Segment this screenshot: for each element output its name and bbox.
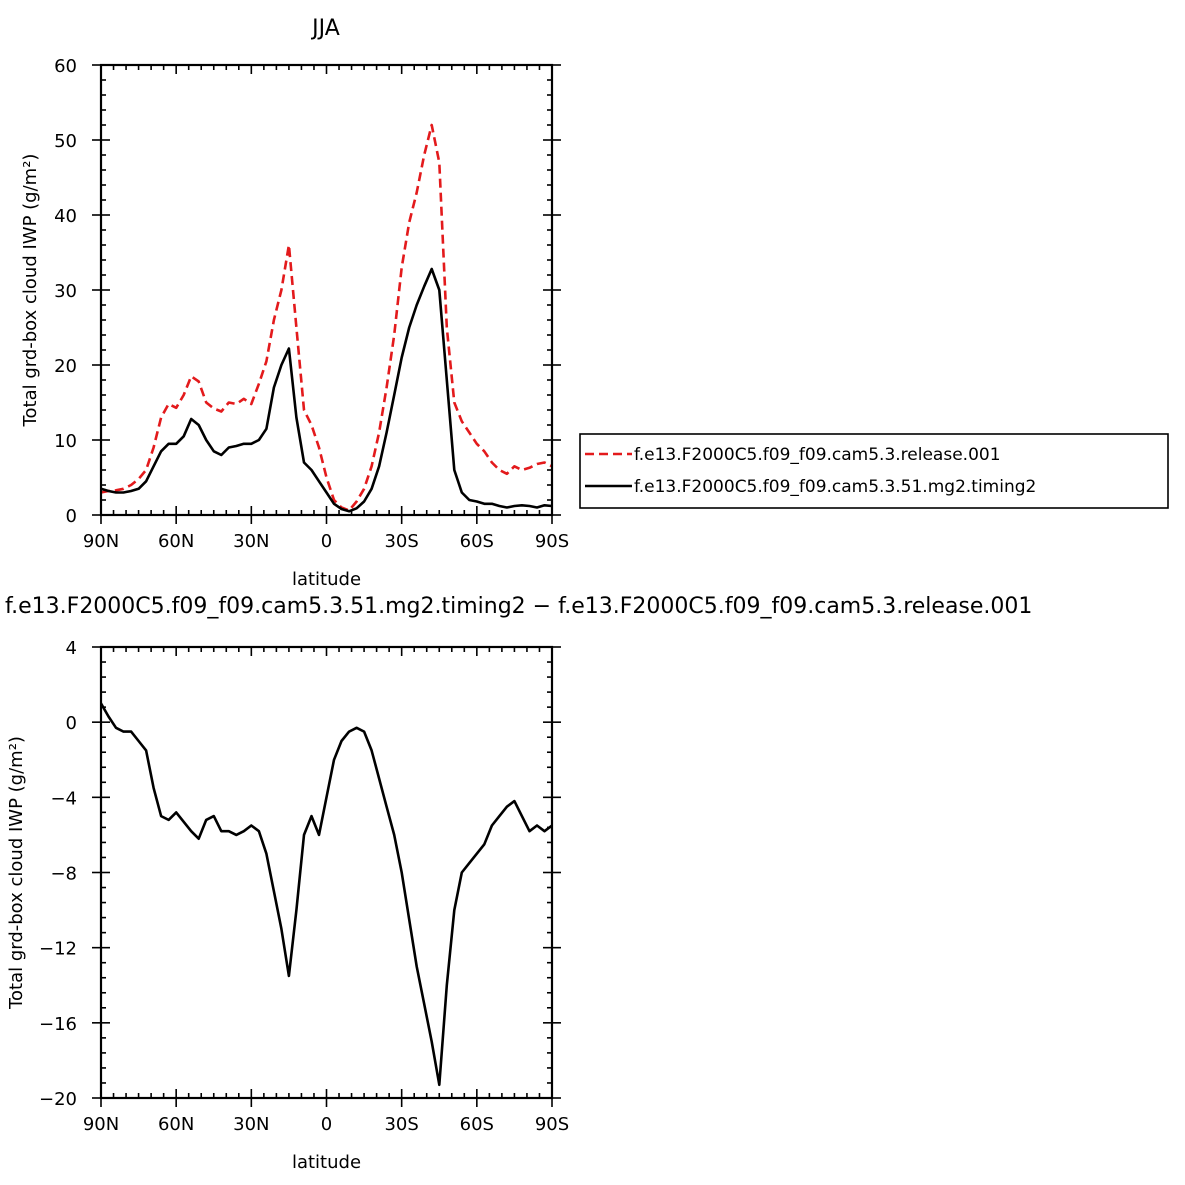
y-tick-label: −8: [50, 864, 77, 885]
x-tick-label: 30S: [384, 1114, 418, 1135]
x-axis-label: latitude: [292, 1152, 361, 1173]
legend-label: f.e13.F2000C5.f09_f09.cam5.3.51.mg2.timi…: [634, 477, 1036, 497]
x-tick-label: 60N: [158, 1114, 194, 1135]
y-tick-label: −4: [50, 788, 77, 809]
plot-frame: [99, 63, 554, 517]
bottom-panel-chart: f.e13.F2000C5.f09_f09.cam5.3.51.mg2.timi…: [5, 594, 1032, 1173]
y-tick-label: 50: [54, 131, 77, 152]
y-tick-label: 60: [54, 56, 77, 77]
series-line-1: [101, 702, 552, 1087]
x-tick-label: 90S: [535, 1114, 569, 1135]
legend-label: f.e13.F2000C5.f09_f09.cam5.3.release.001: [634, 445, 1001, 465]
y-tick-label: 10: [54, 431, 77, 452]
plot-frame: [99, 645, 554, 1100]
x-tick-label: 60S: [460, 1114, 494, 1135]
x-tick-label: 60N: [158, 531, 194, 552]
y-tick-label: −20: [39, 1089, 77, 1110]
y-tick-label: −16: [39, 1014, 77, 1035]
x-tick-label: 90S: [535, 531, 569, 552]
top-panel-chart: JJA 90N 60N 30N 0 30S 60S 90S 0 10 20 30 40 50 60 latit…: [20, 16, 569, 590]
series-line-2: [101, 267, 552, 513]
chart-title: f.e13.F2000C5.f09_f09.cam5.3.51.mg2.timi…: [5, 594, 1032, 619]
x-tick-label: 0: [321, 531, 332, 552]
y-tick-label: 0: [66, 506, 77, 527]
x-tick-label: 60S: [460, 531, 494, 552]
x-tick-label: 30N: [233, 1114, 269, 1135]
series-line-1: [101, 123, 552, 512]
y-axis-label: Total grd-box cloud IWP (g/m²): [6, 736, 27, 1010]
y-tick-label: 20: [54, 356, 77, 377]
x-tick-label: 30S: [384, 531, 418, 552]
x-tick-label: 0: [321, 1114, 332, 1135]
y-tick-label: 4: [66, 638, 77, 659]
x-tick-label: 30N: [233, 531, 269, 552]
x-tick-label: 90N: [83, 1114, 119, 1135]
x-axis-label: latitude: [292, 569, 361, 590]
y-tick-label: −12: [39, 939, 77, 960]
chart-title: JJA: [310, 16, 340, 41]
x-tick-label: 90N: [83, 531, 119, 552]
legend: f.e13.F2000C5.f09_f09.cam5.3.release.001…: [579, 433, 1169, 509]
y-tick-label: 40: [54, 206, 77, 227]
legend-box: [579, 433, 1169, 509]
y-tick-label: 30: [54, 281, 77, 302]
y-axis-label: Total grd-box cloud IWP (g/m²): [20, 154, 41, 428]
y-tick-label: 0: [66, 713, 77, 734]
